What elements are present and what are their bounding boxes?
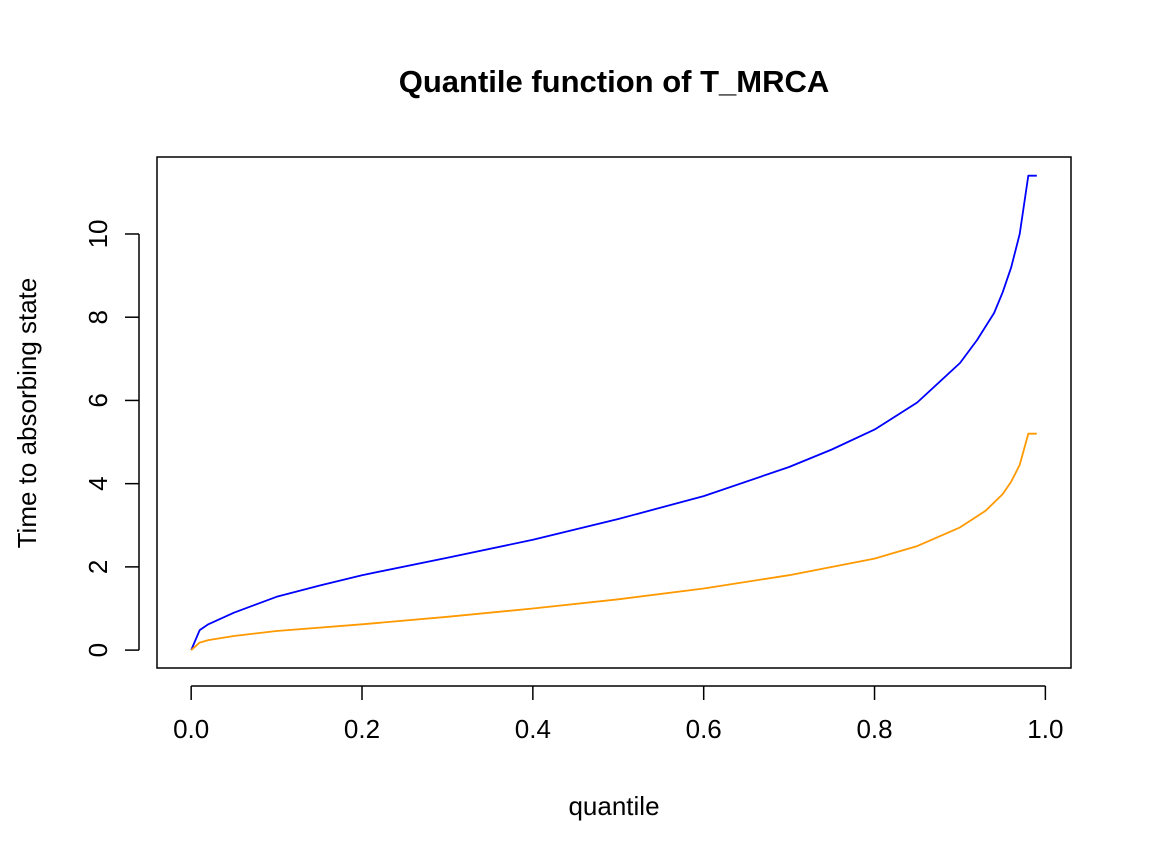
x-tick-label: 0.2 — [344, 714, 380, 744]
y-tick-label: 0 — [83, 643, 113, 657]
y-tick-label: 2 — [83, 560, 113, 574]
x-tick-label: 1.0 — [1027, 714, 1063, 744]
x-tick-label: 0.8 — [856, 714, 892, 744]
y-axis-label: Time to absorbing state — [12, 278, 42, 549]
x-tick-label: 0.0 — [173, 714, 209, 744]
chart-title: Quantile function of T_MRCA — [399, 64, 830, 99]
x-tick-label: 0.6 — [686, 714, 722, 744]
plot-frame — [156, 156, 1072, 669]
y-axis: 0 2 4 6 8 10 — [83, 220, 140, 657]
series-line-2 — [190, 432, 1037, 651]
series-layer — [190, 174, 1037, 651]
x-axis-label: quantile — [568, 791, 659, 821]
y-tick-label: 6 — [83, 393, 113, 407]
y-tick-label: 10 — [83, 220, 113, 249]
x-axis: 0.0 0.2 0.4 0.6 0.8 1.0 — [173, 685, 1063, 744]
series-line-1 — [190, 174, 1037, 651]
y-tick-label: 4 — [83, 476, 113, 490]
y-tick-label: 8 — [83, 310, 113, 324]
x-tick-label: 0.4 — [515, 714, 551, 744]
